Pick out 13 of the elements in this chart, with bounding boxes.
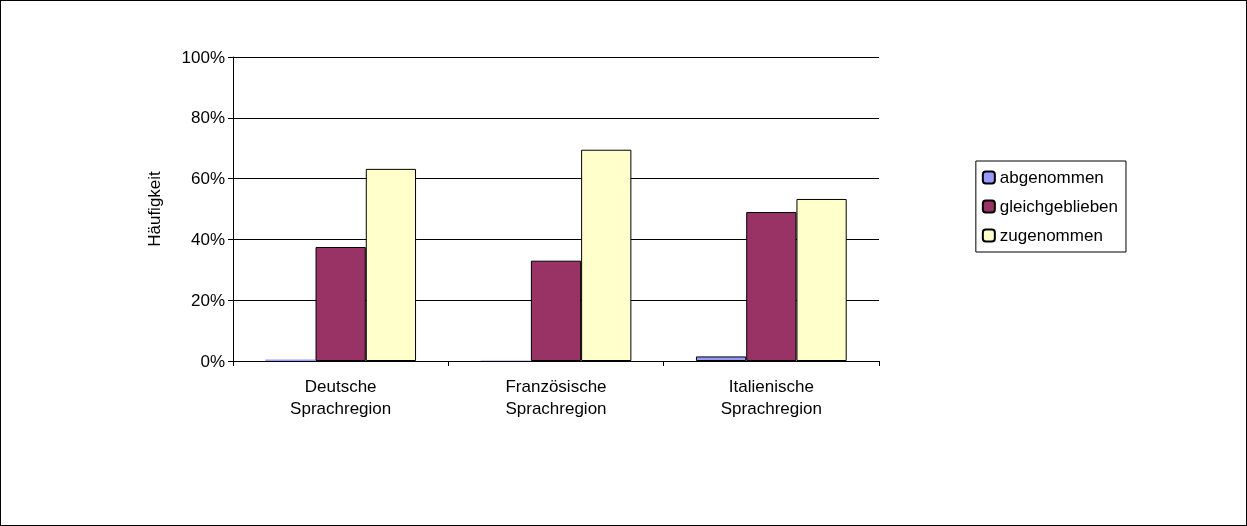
y-tick-label: 60% [190,169,225,189]
x-tick-label: Deutsche Sprachregion [290,376,392,418]
y-tick-label: 80% [190,108,225,128]
legend-label: zugenommen [999,226,1103,245]
x-tick-label: Französische Sprachregion [505,376,607,418]
legend-label: gleichgeblieben [999,197,1118,216]
x-tick-label: Italienische Sprachregion [720,376,822,418]
y-tick-label: 20% [190,290,225,310]
y-tick-label: 0% [200,351,225,371]
y-tick-label: 100% [181,47,225,67]
legend-label: abgenommen [999,168,1104,187]
y-tick-label: 40% [190,229,225,249]
y-axis-title: Häufigkeit [145,170,164,247]
